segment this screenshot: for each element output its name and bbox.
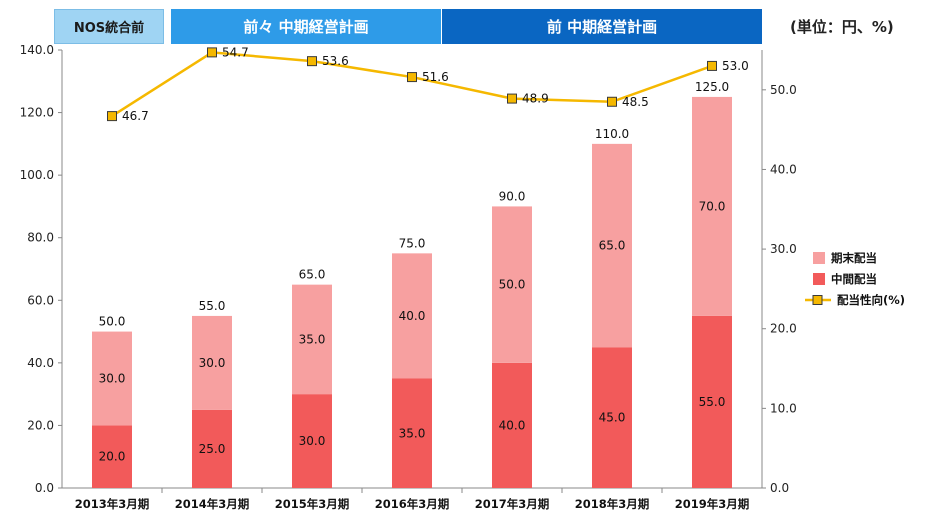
bar-year-end-dividend bbox=[192, 315, 232, 410]
payout-ratio-value-label: 53.6 bbox=[322, 54, 349, 68]
x-tick-label: 2013年3月期 bbox=[75, 497, 150, 511]
payout-ratio-point bbox=[607, 96, 617, 107]
left-tick-label: 60.0 bbox=[27, 293, 54, 307]
legend-marker-payout-ratio bbox=[812, 295, 823, 305]
total-value-label: 55.0 bbox=[199, 299, 226, 313]
bar-year-end-dividend bbox=[592, 143, 632, 348]
interim-value-label: 55.0 bbox=[699, 395, 726, 409]
x-tick-label: 2018年3月期 bbox=[575, 497, 650, 511]
x-tick-label: 2015年3月期 bbox=[275, 497, 350, 511]
payout-ratio-point bbox=[407, 72, 417, 83]
interim-value-label: 25.0 bbox=[199, 442, 226, 456]
total-value-label: 90.0 bbox=[499, 189, 526, 203]
left-tick-label: 40.0 bbox=[27, 356, 54, 370]
left-tick-label: 120.0 bbox=[20, 106, 54, 120]
right-tick-label: 20.0 bbox=[770, 322, 797, 336]
total-value-label: 50.0 bbox=[99, 315, 126, 329]
interim-value-label: 30.0 bbox=[299, 434, 326, 448]
bar-year-end-dividend bbox=[692, 96, 732, 316]
x-tick-label: 2016年3月期 bbox=[375, 497, 450, 511]
payout-ratio-point bbox=[707, 60, 717, 71]
right-tick-label: 10.0 bbox=[770, 401, 797, 415]
right-tick-label: 40.0 bbox=[770, 162, 797, 176]
legend-label-interim: 中間配当 bbox=[831, 272, 877, 286]
bar-interim-dividend bbox=[92, 425, 132, 488]
x-tick-label: 2017年3月期 bbox=[475, 497, 550, 511]
payout-ratio-value-label: 51.6 bbox=[422, 70, 449, 84]
left-tick-label: 80.0 bbox=[27, 231, 54, 245]
total-value-label: 65.0 bbox=[299, 268, 326, 282]
payout-ratio-value-label: 54.7 bbox=[222, 45, 249, 59]
bar-year-end-dividend bbox=[292, 284, 332, 395]
right-tick-label: 0.0 bbox=[770, 481, 789, 495]
banner-prev-mid-term-plan: 前 中期経営計画 bbox=[442, 9, 762, 44]
bar-interim-dividend bbox=[492, 362, 532, 488]
left-tick-label: 0.0 bbox=[35, 481, 54, 495]
left-tick-label: 100.0 bbox=[20, 168, 54, 182]
year-end-value-label: 50.0 bbox=[499, 278, 526, 292]
total-value-label: 75.0 bbox=[399, 236, 426, 250]
left-tick-label: 20.0 bbox=[27, 418, 54, 432]
x-tick-label: 2019年3月期 bbox=[675, 497, 750, 511]
year-end-value-label: 30.0 bbox=[99, 372, 126, 386]
payout-ratio-point bbox=[307, 56, 317, 67]
x-tick-label: 2014年3月期 bbox=[175, 497, 250, 511]
bar-series-group: 20.0 30.0 50.0 25.0 30.0 55.0 30.0 35.0 65.0 35.0… bbox=[92, 80, 732, 488]
unit-label: (単位：円、%) bbox=[790, 18, 894, 36]
bar-year-end-dividend bbox=[392, 253, 432, 379]
payout-ratio-value-label: 53.0 bbox=[722, 59, 749, 73]
payout-ratio-point bbox=[207, 47, 217, 58]
year-end-value-label: 65.0 bbox=[599, 239, 626, 253]
chart-axes: 0.0 20.0 40.0 60.0 80.0 100.0 120.0 140.0 0.0 10.… bbox=[20, 43, 797, 511]
payout-ratio-value-label: 48.9 bbox=[522, 92, 549, 106]
interim-value-label: 20.0 bbox=[99, 450, 126, 464]
payout-ratio-point bbox=[507, 93, 517, 104]
banner-nos-pre-integration: NOS統合前 bbox=[54, 9, 164, 44]
bar-year-end-dividend bbox=[492, 206, 532, 363]
bar-interim-dividend bbox=[392, 378, 432, 488]
interim-value-label: 40.0 bbox=[499, 418, 526, 432]
right-tick-label: 50.0 bbox=[770, 83, 797, 97]
year-end-value-label: 35.0 bbox=[299, 332, 326, 346]
payout-ratio-line-group: 46.7 54.7 53.6 51.6 48.9 48.5 53.0 bbox=[107, 45, 749, 123]
interim-value-label: 45.0 bbox=[599, 411, 626, 425]
total-value-label: 110.0 bbox=[595, 127, 629, 141]
bar-interim-dividend bbox=[692, 315, 732, 488]
banner-prev-prev-mid-term-plan: 前々 中期経営計画 bbox=[171, 9, 441, 44]
year-end-value-label: 70.0 bbox=[699, 199, 726, 213]
bar-year-end-dividend bbox=[92, 331, 132, 426]
right-tick-label: 30.0 bbox=[770, 242, 797, 256]
left-tick-label: 140.0 bbox=[20, 43, 54, 57]
payout-ratio-point bbox=[107, 111, 117, 122]
payout-ratio-value-label: 46.7 bbox=[122, 109, 149, 123]
legend-label-year-end: 期末配当 bbox=[831, 251, 877, 265]
year-end-value-label: 40.0 bbox=[399, 309, 426, 323]
bar-interim-dividend bbox=[592, 347, 632, 488]
interim-value-label: 35.0 bbox=[399, 426, 426, 440]
legend-swatch-interim bbox=[813, 273, 825, 285]
legend-label-payout-ratio: 配当性向(%) bbox=[837, 293, 905, 307]
year-end-value-label: 30.0 bbox=[199, 356, 226, 370]
bar-interim-dividend bbox=[192, 409, 232, 488]
bar-interim-dividend bbox=[292, 394, 332, 488]
legend-swatch-year-end bbox=[813, 252, 825, 264]
total-value-label: 125.0 bbox=[695, 80, 729, 94]
payout-ratio-value-label: 48.5 bbox=[622, 95, 649, 109]
